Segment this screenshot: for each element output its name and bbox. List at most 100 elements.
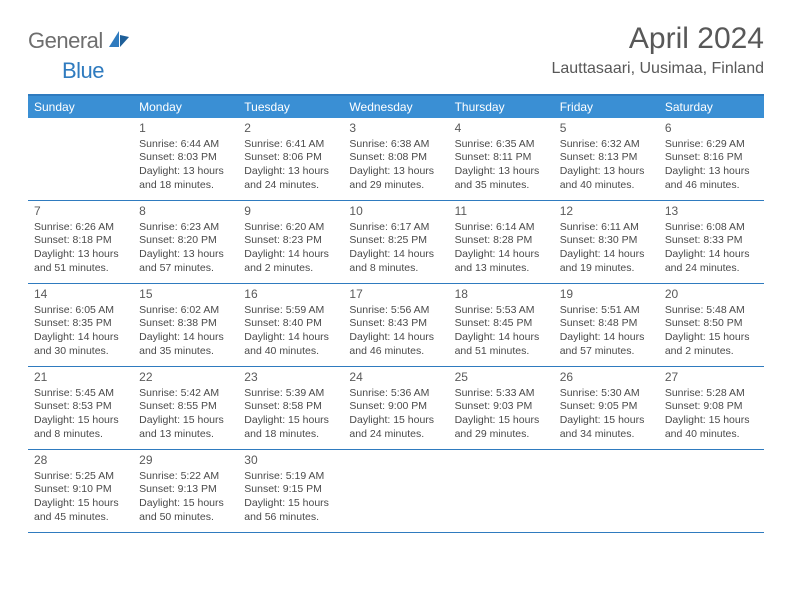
day-number: 3: [349, 121, 442, 137]
day-number: 14: [34, 287, 127, 303]
sunset-text: Sunset: 9:05 PM: [560, 400, 653, 414]
day-number: 4: [455, 121, 548, 137]
day-cell: 7Sunrise: 6:26 AMSunset: 8:18 PMDaylight…: [28, 201, 133, 283]
sunrise-text: Sunrise: 6:23 AM: [139, 221, 232, 235]
sunrise-text: Sunrise: 6:44 AM: [139, 138, 232, 152]
daylight-text: Daylight: 13 hours: [560, 165, 653, 179]
sunset-text: Sunset: 8:13 PM: [560, 151, 653, 165]
sunset-text: Sunset: 9:08 PM: [665, 400, 758, 414]
sunset-text: Sunset: 8:53 PM: [34, 400, 127, 414]
daylight-text: Daylight: 13 hours: [455, 165, 548, 179]
day-number: 11: [455, 204, 548, 220]
dow-fri: Friday: [554, 96, 659, 118]
day-cell: 8Sunrise: 6:23 AMSunset: 8:20 PMDaylight…: [133, 201, 238, 283]
daylight-text: and 13 minutes.: [139, 428, 232, 442]
day-number: 9: [244, 204, 337, 220]
sunrise-text: Sunrise: 5:45 AM: [34, 387, 127, 401]
day-cell: 19Sunrise: 5:51 AMSunset: 8:48 PMDayligh…: [554, 284, 659, 366]
sunrise-text: Sunrise: 5:53 AM: [455, 304, 548, 318]
daylight-text: Daylight: 15 hours: [665, 331, 758, 345]
day-cell: 4Sunrise: 6:35 AMSunset: 8:11 PMDaylight…: [449, 118, 554, 200]
day-cell: 15Sunrise: 6:02 AMSunset: 8:38 PMDayligh…: [133, 284, 238, 366]
daylight-text: and 35 minutes.: [455, 179, 548, 193]
day-number: 16: [244, 287, 337, 303]
dow-thu: Thursday: [449, 96, 554, 118]
sunset-text: Sunset: 9:13 PM: [139, 483, 232, 497]
day-number: 6: [665, 121, 758, 137]
daylight-text: Daylight: 14 hours: [244, 248, 337, 262]
daylight-text: and 29 minutes.: [455, 428, 548, 442]
daylight-text: and 2 minutes.: [244, 262, 337, 276]
daylight-text: Daylight: 13 hours: [139, 165, 232, 179]
daylight-text: and 35 minutes.: [139, 345, 232, 359]
daylight-text: and 57 minutes.: [560, 345, 653, 359]
daylight-text: Daylight: 14 hours: [560, 248, 653, 262]
day-cell: 17Sunrise: 5:56 AMSunset: 8:43 PMDayligh…: [343, 284, 448, 366]
day-cell: [449, 450, 554, 532]
day-number: 19: [560, 287, 653, 303]
sunset-text: Sunset: 8:43 PM: [349, 317, 442, 331]
week-row: 1Sunrise: 6:44 AMSunset: 8:03 PMDaylight…: [28, 118, 764, 201]
daylight-text: Daylight: 14 hours: [34, 331, 127, 345]
sunset-text: Sunset: 8:20 PM: [139, 234, 232, 248]
month-title: April 2024: [551, 22, 764, 56]
sunset-text: Sunset: 8:45 PM: [455, 317, 548, 331]
dow-wed: Wednesday: [343, 96, 448, 118]
day-number: 21: [34, 370, 127, 386]
daylight-text: Daylight: 14 hours: [665, 248, 758, 262]
sunrise-text: Sunrise: 5:22 AM: [139, 470, 232, 484]
day-number: 23: [244, 370, 337, 386]
daylight-text: and 2 minutes.: [665, 345, 758, 359]
day-number: 8: [139, 204, 232, 220]
day-number: 20: [665, 287, 758, 303]
daylight-text: Daylight: 15 hours: [34, 414, 127, 428]
daylight-text: Daylight: 13 hours: [665, 165, 758, 179]
sunset-text: Sunset: 8:38 PM: [139, 317, 232, 331]
sunset-text: Sunset: 8:08 PM: [349, 151, 442, 165]
day-number: 26: [560, 370, 653, 386]
daylight-text: and 24 minutes.: [244, 179, 337, 193]
day-cell: 11Sunrise: 6:14 AMSunset: 8:28 PMDayligh…: [449, 201, 554, 283]
daylight-text: and 8 minutes.: [34, 428, 127, 442]
day-cell: 5Sunrise: 6:32 AMSunset: 8:13 PMDaylight…: [554, 118, 659, 200]
sunset-text: Sunset: 9:00 PM: [349, 400, 442, 414]
weeks-container: 1Sunrise: 6:44 AMSunset: 8:03 PMDaylight…: [28, 118, 764, 533]
sunrise-text: Sunrise: 6:14 AM: [455, 221, 548, 235]
day-cell: 10Sunrise: 6:17 AMSunset: 8:25 PMDayligh…: [343, 201, 448, 283]
day-cell: 28Sunrise: 5:25 AMSunset: 9:10 PMDayligh…: [28, 450, 133, 532]
sunset-text: Sunset: 9:03 PM: [455, 400, 548, 414]
sunrise-text: Sunrise: 5:42 AM: [139, 387, 232, 401]
sunset-text: Sunset: 8:55 PM: [139, 400, 232, 414]
sunrise-text: Sunrise: 6:17 AM: [349, 221, 442, 235]
day-cell: 25Sunrise: 5:33 AMSunset: 9:03 PMDayligh…: [449, 367, 554, 449]
day-cell: 12Sunrise: 6:11 AMSunset: 8:30 PMDayligh…: [554, 201, 659, 283]
daylight-text: Daylight: 14 hours: [139, 331, 232, 345]
day-number: 27: [665, 370, 758, 386]
brand-part1: General: [28, 28, 103, 54]
daylight-text: Daylight: 15 hours: [560, 414, 653, 428]
sunset-text: Sunset: 8:48 PM: [560, 317, 653, 331]
day-number: 22: [139, 370, 232, 386]
week-row: 21Sunrise: 5:45 AMSunset: 8:53 PMDayligh…: [28, 367, 764, 450]
daylight-text: Daylight: 14 hours: [244, 331, 337, 345]
sunrise-text: Sunrise: 5:19 AM: [244, 470, 337, 484]
week-row: 7Sunrise: 6:26 AMSunset: 8:18 PMDaylight…: [28, 201, 764, 284]
sunset-text: Sunset: 8:35 PM: [34, 317, 127, 331]
sunrise-text: Sunrise: 5:33 AM: [455, 387, 548, 401]
sunrise-text: Sunrise: 6:05 AM: [34, 304, 127, 318]
daylight-text: Daylight: 13 hours: [349, 165, 442, 179]
sunrise-text: Sunrise: 5:28 AM: [665, 387, 758, 401]
daylight-text: Daylight: 14 hours: [455, 331, 548, 345]
day-number: 29: [139, 453, 232, 469]
daylight-text: and 40 minutes.: [244, 345, 337, 359]
day-cell: 23Sunrise: 5:39 AMSunset: 8:58 PMDayligh…: [238, 367, 343, 449]
day-cell: 2Sunrise: 6:41 AMSunset: 8:06 PMDaylight…: [238, 118, 343, 200]
sunset-text: Sunset: 8:33 PM: [665, 234, 758, 248]
sunset-text: Sunset: 9:15 PM: [244, 483, 337, 497]
daylight-text: Daylight: 15 hours: [349, 414, 442, 428]
daylight-text: Daylight: 13 hours: [244, 165, 337, 179]
daylight-text: and 46 minutes.: [665, 179, 758, 193]
dow-header-row: Sunday Monday Tuesday Wednesday Thursday…: [28, 96, 764, 118]
sunset-text: Sunset: 8:30 PM: [560, 234, 653, 248]
day-cell: [659, 450, 764, 532]
